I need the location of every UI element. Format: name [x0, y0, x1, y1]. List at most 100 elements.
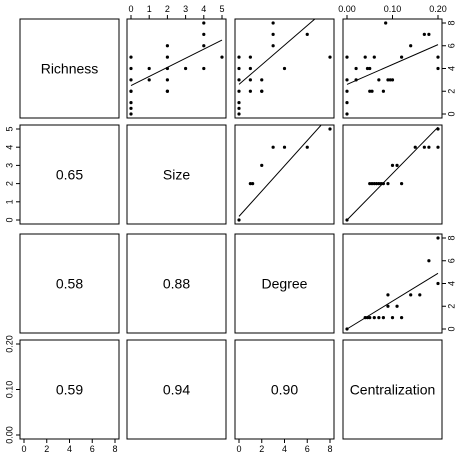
- data-point-richness-size-21: [220, 55, 224, 59]
- data-point-richness-centralization-23: [436, 66, 440, 71]
- data-point-richness-degree-5: [237, 66, 241, 71]
- data-point-richness-centralization-6: [354, 66, 358, 71]
- x-tick-label-degree-2: 4: [282, 444, 287, 454]
- x-tick-label-degree-3: 6: [305, 444, 310, 454]
- data-point-richness-degree-19: [328, 55, 332, 59]
- data-point-size-centralization-8: [386, 182, 390, 186]
- panel-frame-richness-richness: [19, 18, 120, 119]
- data-point-degree-centralization-4: [372, 316, 376, 320]
- data-point-richness-centralization-3: [345, 78, 349, 82]
- data-point-richness-degree-14: [271, 44, 275, 48]
- data-point-degree-centralization-6: [381, 316, 385, 320]
- data-point-richness-centralization-20: [409, 44, 413, 48]
- y-tick-label-degree-1: 2: [446, 304, 456, 309]
- x-tick-label-size-2: 2: [165, 4, 170, 14]
- data-point-size-degree-6: [305, 145, 309, 149]
- data-point-richness-centralization-4: [345, 55, 349, 59]
- data-point-size-degree-2: [251, 182, 255, 186]
- x-tick-label-richness-1: 2: [44, 444, 49, 454]
- correlation-label-centralization-size: 0.94: [163, 382, 190, 398]
- data-point-richness-centralization-21: [422, 32, 426, 36]
- data-point-richness-size-17: [202, 66, 206, 71]
- panel-frame-richness-size: [126, 18, 227, 119]
- data-point-degree-centralization-15: [436, 281, 440, 286]
- data-point-richness-size-12: [165, 78, 169, 82]
- data-point-richness-centralization-17: [388, 78, 392, 82]
- data-point-size-degree-1: [248, 182, 252, 186]
- panel-frame-size-richness: [19, 124, 120, 225]
- panel-frame-centralization-centralization: [342, 339, 443, 440]
- panel-frame-degree-degree: [234, 233, 335, 334]
- data-point-size-centralization-11: [400, 182, 404, 186]
- data-point-degree-centralization-11: [400, 316, 404, 320]
- data-point-richness-size-11: [165, 89, 169, 93]
- panel-frame-size-degree: [234, 124, 335, 225]
- data-point-richness-centralization-18: [390, 78, 395, 82]
- x-tick-label-richness-3: 6: [90, 444, 95, 454]
- data-point-size-centralization-15: [436, 145, 440, 149]
- data-point-richness-degree-15: [271, 32, 275, 36]
- y-tick-label-centralization-1: 0.10: [4, 381, 14, 399]
- data-point-richness-size-20: [202, 21, 206, 25]
- data-point-richness-centralization-8: [365, 66, 370, 71]
- x-tick-label-size-5: 5: [219, 4, 224, 14]
- data-point-richness-size-6: [129, 66, 133, 71]
- data-point-richness-size-7: [129, 55, 133, 59]
- correlation-label-centralization-richness: 0.59: [56, 382, 83, 398]
- fit-line-size-centralization: [346, 126, 439, 221]
- data-point-richness-size-14: [165, 55, 169, 59]
- variable-label-centralization: Centralization: [350, 382, 436, 398]
- data-point-richness-size-15: [165, 44, 169, 48]
- data-point-richness-centralization-15: [384, 21, 388, 25]
- data-point-size-centralization-5: [377, 182, 381, 186]
- data-point-size-centralization-9: [390, 163, 395, 167]
- data-point-richness-centralization-14: [381, 89, 385, 93]
- y-tick-label-size-3: 3: [4, 163, 14, 168]
- x-tick-label-size-3: 3: [183, 4, 188, 14]
- data-point-richness-size-2: [129, 101, 133, 105]
- fit-line-richness-degree: [238, 18, 316, 85]
- y-tick-label-richness-4: 8: [446, 20, 456, 25]
- data-point-richness-size-8: [147, 78, 151, 82]
- data-point-richness-size-4: [129, 89, 133, 93]
- data-point-richness-degree-0: [237, 112, 241, 116]
- data-point-richness-degree-18: [305, 32, 309, 36]
- panel-frame-size-size: [126, 124, 227, 225]
- x-tick-label-richness-2: 4: [67, 444, 72, 454]
- x-tick-label-degree-0: 0: [236, 444, 241, 454]
- data-point-size-degree-4: [271, 145, 275, 149]
- data-point-richness-degree-8: [248, 78, 252, 82]
- fit-line-richness-centralization: [346, 44, 439, 85]
- data-point-size-degree-5: [282, 145, 287, 149]
- x-tick-label-size-4: 4: [201, 4, 206, 14]
- data-point-richness-size-1: [129, 106, 133, 110]
- data-point-richness-degree-2: [237, 101, 241, 105]
- data-point-degree-centralization-12: [409, 293, 413, 297]
- y-tick-label-size-2: 2: [4, 181, 14, 186]
- correlation-label-centralization-degree: 0.90: [271, 382, 298, 398]
- variable-label-size: Size: [163, 167, 190, 183]
- data-point-richness-centralization-13: [377, 78, 381, 82]
- data-point-richness-size-5: [129, 78, 133, 82]
- data-point-size-centralization-1: [368, 182, 372, 186]
- y-tick-label-degree-0: 0: [446, 326, 456, 331]
- fit-line-degree-centralization: [346, 272, 439, 330]
- data-point-size-degree-7: [328, 127, 332, 131]
- panel-frame-size-centralization: [342, 124, 443, 225]
- data-point-size-centralization-14: [427, 145, 431, 149]
- data-point-size-centralization-4: [374, 182, 379, 186]
- data-point-size-centralization-10: [395, 163, 399, 167]
- data-point-richness-size-16: [184, 66, 188, 71]
- data-point-richness-degree-16: [271, 21, 275, 25]
- data-point-size-degree-0: [237, 218, 241, 222]
- data-point-degree-centralization-16: [436, 236, 440, 240]
- panel-frame-degree-richness: [19, 233, 120, 334]
- x-tick-label-centralization-0: 0.00: [338, 4, 356, 14]
- y-tick-label-size-4: 4: [4, 145, 14, 150]
- x-tick-label-degree-4: 8: [327, 444, 332, 454]
- x-tick-label-degree-1: 2: [259, 444, 264, 454]
- x-tick-label-centralization-2: 0.20: [429, 4, 447, 14]
- data-point-degree-centralization-5: [377, 316, 381, 320]
- data-point-size-centralization-12: [413, 145, 417, 149]
